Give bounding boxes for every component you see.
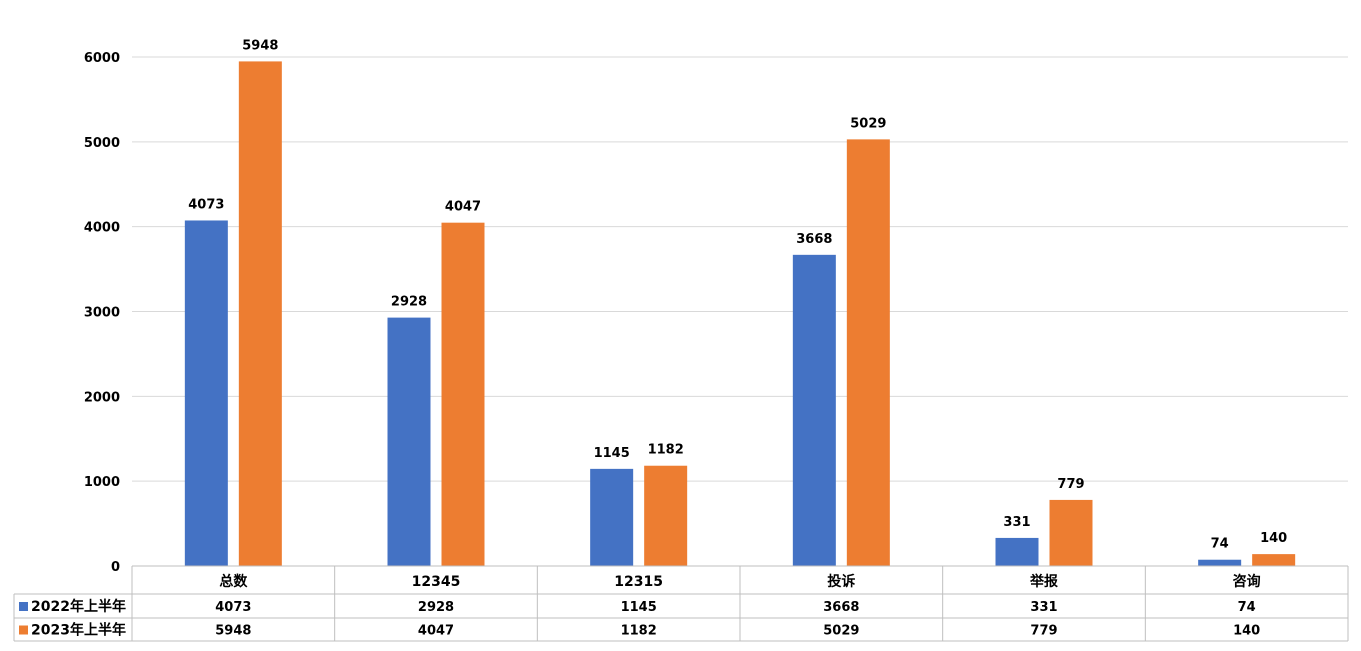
data-labels: 4073 5948 2928 4047 1145 1182 3668 5029 331 779 74… xyxy=(188,38,1287,551)
bar-2022 xyxy=(387,317,431,566)
bars xyxy=(184,61,1296,567)
category-label: 举报 xyxy=(1029,573,1058,590)
bar-2022 xyxy=(1198,559,1242,566)
y-tick-label: 1000 xyxy=(84,475,120,490)
bar-2023 xyxy=(441,222,485,566)
bar-2023 xyxy=(1049,499,1093,566)
data-label: 1145 xyxy=(594,446,630,461)
bar-2022 xyxy=(995,537,1039,566)
bar-2022 xyxy=(792,254,836,566)
legend-label: 2022年上半年 xyxy=(31,598,126,615)
y-tick-label: 4000 xyxy=(84,221,120,236)
category-label: 12345 xyxy=(412,574,461,590)
data-label: 74 xyxy=(1211,537,1229,552)
table-cell: 74 xyxy=(1238,600,1256,615)
y-tick-label: 2000 xyxy=(84,390,120,405)
y-tick-label: 6000 xyxy=(84,51,120,66)
table-cell: 779 xyxy=(1030,624,1057,639)
data-label: 779 xyxy=(1057,477,1084,492)
legend-swatch xyxy=(19,602,28,611)
data-label: 140 xyxy=(1260,531,1287,546)
table-cell: 1182 xyxy=(621,624,657,639)
table-cell: 3668 xyxy=(823,600,859,615)
category-label: 12315 xyxy=(614,574,663,590)
category-label: 投诉 xyxy=(827,573,855,590)
gridlines xyxy=(132,56,1348,482)
bar-2022 xyxy=(590,468,634,566)
y-tick-label: 0 xyxy=(111,560,120,575)
data-table: 总数 12345 12315 投诉 举报 咨询 2022年上半年 4073 2928 1145 36… xyxy=(13,565,1349,642)
y-axis: 0 1000 2000 3000 4000 5000 6000 xyxy=(84,51,120,575)
y-tick-label: 3000 xyxy=(84,306,120,321)
data-label: 4047 xyxy=(445,200,481,215)
data-label: 5029 xyxy=(850,116,886,131)
bar-2023 xyxy=(238,61,282,566)
category-label: 总数 xyxy=(219,573,248,590)
legend-swatch xyxy=(19,625,28,635)
data-label: 3668 xyxy=(796,232,832,247)
table-cell: 5029 xyxy=(823,624,859,639)
bar-2022 xyxy=(184,220,228,567)
data-label: 2928 xyxy=(391,295,427,310)
category-label: 咨询 xyxy=(1233,573,1261,590)
bar-2023 xyxy=(644,465,688,566)
bar-2023 xyxy=(1252,554,1296,566)
data-label: 5948 xyxy=(242,38,278,53)
y-tick-label: 5000 xyxy=(84,136,120,151)
legend-label: 2023年上半年 xyxy=(31,622,126,639)
data-label: 331 xyxy=(1003,515,1030,530)
table-cell: 2928 xyxy=(418,600,454,615)
data-label: 1182 xyxy=(648,443,684,458)
table-cell: 4047 xyxy=(418,624,454,639)
table-cell: 5948 xyxy=(215,624,251,639)
data-label: 4073 xyxy=(188,197,224,212)
table-cell: 140 xyxy=(1233,624,1260,639)
table-cell: 4073 xyxy=(215,600,251,615)
table-cell: 331 xyxy=(1030,600,1057,615)
table-cell: 1145 xyxy=(621,600,657,615)
bar-2023 xyxy=(846,139,890,566)
